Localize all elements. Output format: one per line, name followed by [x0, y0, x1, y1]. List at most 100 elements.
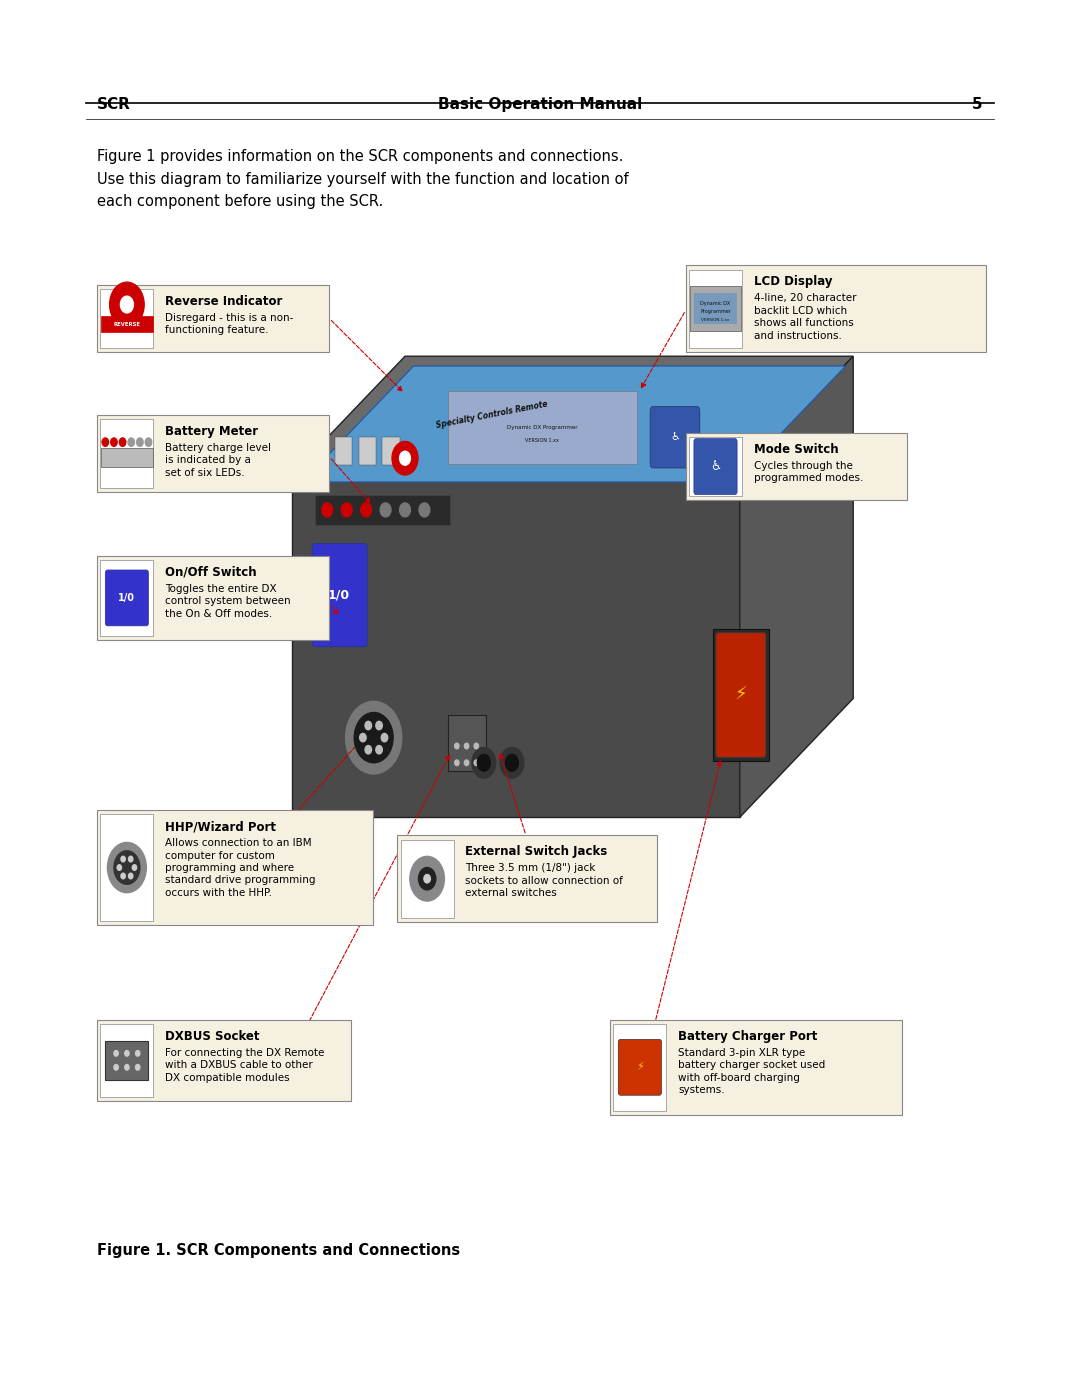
- Text: VERSION 1.xx: VERSION 1.xx: [701, 319, 730, 321]
- FancyBboxPatch shape: [97, 810, 373, 925]
- Text: Figure 1. SCR Components and Connections: Figure 1. SCR Components and Connections: [97, 1243, 460, 1259]
- Text: HHP/Wizard Port: HHP/Wizard Port: [165, 820, 276, 833]
- FancyBboxPatch shape: [97, 415, 329, 492]
- Circle shape: [505, 754, 518, 771]
- Text: LCD Display: LCD Display: [754, 275, 833, 288]
- Text: For connecting the DX Remote
with a DXBUS cable to other
DX compatible modules: For connecting the DX Remote with a DXBU…: [165, 1048, 325, 1083]
- Text: Cycles through the
programmed modes.: Cycles through the programmed modes.: [754, 461, 863, 483]
- FancyBboxPatch shape: [401, 840, 454, 918]
- Circle shape: [500, 747, 524, 778]
- Circle shape: [410, 856, 445, 901]
- Circle shape: [136, 1051, 140, 1056]
- Circle shape: [346, 701, 402, 774]
- Polygon shape: [292, 356, 853, 475]
- Text: Specialty Controls Remote: Specialty Controls Remote: [435, 400, 548, 430]
- FancyBboxPatch shape: [382, 437, 400, 465]
- FancyBboxPatch shape: [650, 407, 700, 468]
- Text: Figure 1 provides information on the SCR components and connections.
Use this di: Figure 1 provides information on the SCR…: [97, 149, 629, 210]
- Circle shape: [381, 733, 388, 742]
- Circle shape: [121, 856, 125, 862]
- FancyBboxPatch shape: [100, 1024, 153, 1097]
- Circle shape: [125, 1051, 130, 1056]
- FancyBboxPatch shape: [713, 629, 769, 761]
- Circle shape: [392, 441, 418, 475]
- Text: SCR: SCR: [97, 96, 131, 112]
- FancyBboxPatch shape: [335, 437, 352, 465]
- Circle shape: [380, 503, 391, 517]
- FancyBboxPatch shape: [100, 289, 153, 348]
- Circle shape: [114, 851, 140, 884]
- Circle shape: [472, 747, 496, 778]
- Text: Three 3.5 mm (1/8") jack
sockets to allow connection of
external switches: Three 3.5 mm (1/8") jack sockets to allo…: [465, 863, 623, 898]
- Text: External Switch Jacks: External Switch Jacks: [465, 845, 608, 858]
- Text: 1/0: 1/0: [328, 588, 350, 602]
- FancyBboxPatch shape: [97, 556, 329, 640]
- Circle shape: [477, 754, 490, 771]
- Text: DXBUS Socket: DXBUS Socket: [165, 1030, 260, 1042]
- Circle shape: [341, 503, 352, 517]
- FancyBboxPatch shape: [689, 286, 741, 331]
- Text: REVERSE: REVERSE: [113, 321, 140, 327]
- FancyBboxPatch shape: [610, 1020, 902, 1115]
- Circle shape: [110, 439, 117, 447]
- Circle shape: [117, 865, 121, 870]
- Circle shape: [322, 503, 333, 517]
- FancyBboxPatch shape: [105, 570, 148, 626]
- FancyBboxPatch shape: [97, 285, 329, 352]
- Text: On/Off Switch: On/Off Switch: [165, 566, 257, 578]
- Circle shape: [354, 712, 393, 763]
- Text: Battery Meter: Battery Meter: [165, 425, 258, 437]
- FancyBboxPatch shape: [689, 437, 742, 496]
- Circle shape: [474, 760, 478, 766]
- Circle shape: [376, 746, 382, 754]
- Text: 5: 5: [972, 96, 983, 112]
- FancyBboxPatch shape: [693, 293, 737, 324]
- FancyBboxPatch shape: [397, 835, 657, 922]
- Text: ⚡: ⚡: [734, 686, 747, 703]
- FancyBboxPatch shape: [716, 633, 766, 757]
- Circle shape: [129, 439, 135, 447]
- FancyBboxPatch shape: [97, 1020, 351, 1101]
- FancyBboxPatch shape: [618, 1039, 661, 1095]
- Circle shape: [365, 746, 372, 754]
- FancyBboxPatch shape: [448, 715, 486, 771]
- Text: 4-line, 20 character
backlit LCD which
shows all functions
and instructions.: 4-line, 20 character backlit LCD which s…: [754, 293, 856, 341]
- Circle shape: [102, 439, 108, 447]
- Text: VERSION 1.xx: VERSION 1.xx: [525, 437, 559, 443]
- Circle shape: [424, 875, 431, 883]
- FancyBboxPatch shape: [100, 560, 153, 636]
- Text: Standard 3-pin XLR type
battery charger socket used
with off-board charging
syst: Standard 3-pin XLR type battery charger …: [678, 1048, 825, 1095]
- Circle shape: [120, 296, 134, 313]
- Text: Programmer: Programmer: [700, 309, 731, 314]
- FancyBboxPatch shape: [100, 419, 153, 488]
- Circle shape: [419, 503, 430, 517]
- FancyBboxPatch shape: [102, 447, 153, 467]
- Circle shape: [114, 1065, 119, 1070]
- FancyBboxPatch shape: [315, 495, 450, 525]
- Circle shape: [110, 282, 145, 327]
- Circle shape: [119, 439, 125, 447]
- FancyBboxPatch shape: [686, 433, 907, 500]
- Circle shape: [464, 743, 469, 749]
- Circle shape: [360, 733, 366, 742]
- FancyBboxPatch shape: [686, 265, 986, 352]
- FancyBboxPatch shape: [448, 391, 637, 464]
- FancyBboxPatch shape: [693, 439, 737, 495]
- Circle shape: [136, 439, 144, 447]
- Circle shape: [419, 868, 436, 890]
- Circle shape: [400, 503, 410, 517]
- Text: ♿: ♿: [710, 460, 721, 474]
- Circle shape: [129, 856, 133, 862]
- Text: Battery charge level
is indicated by a
set of six LEDs.: Battery charge level is indicated by a s…: [165, 443, 271, 478]
- Polygon shape: [740, 356, 853, 817]
- Circle shape: [129, 873, 133, 879]
- FancyBboxPatch shape: [359, 437, 376, 465]
- Polygon shape: [292, 475, 740, 817]
- Circle shape: [400, 451, 410, 465]
- Circle shape: [361, 503, 372, 517]
- Circle shape: [121, 873, 125, 879]
- Circle shape: [114, 1051, 119, 1056]
- Text: Allows connection to an IBM
computer for custom
programming and where
standard d: Allows connection to an IBM computer for…: [165, 838, 315, 898]
- Circle shape: [133, 865, 136, 870]
- Text: ⚡: ⚡: [636, 1062, 644, 1073]
